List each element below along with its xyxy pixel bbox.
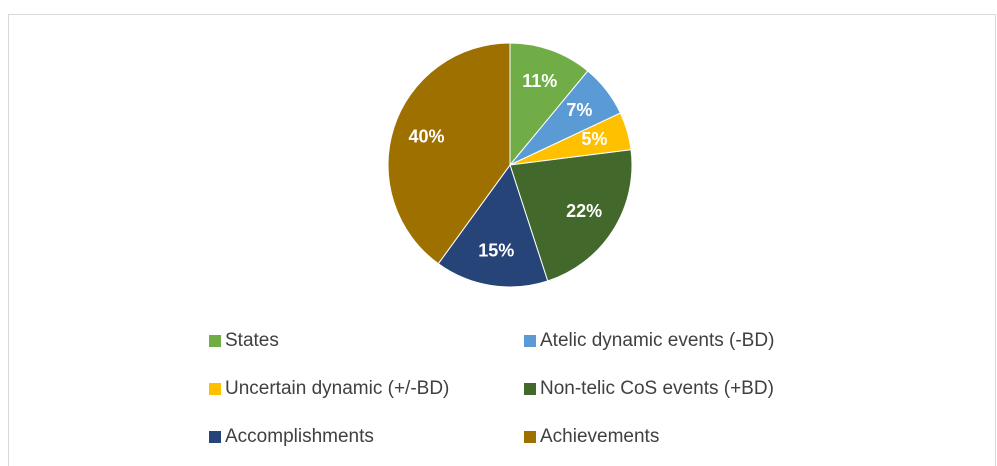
- pie-slice: [387, 42, 511, 265]
- legend-swatch: [524, 383, 536, 395]
- data-label: 5%: [581, 129, 607, 149]
- legend-label: Non-telic CoS events (+BD): [540, 378, 774, 399]
- legend-swatch: [524, 431, 536, 443]
- data-label: 40%: [408, 127, 444, 147]
- legend-swatch: [209, 383, 221, 395]
- pie-slice: [509, 42, 589, 167]
- pie-slice: [509, 149, 633, 282]
- data-label: 7%: [566, 100, 592, 120]
- legend-label: Achievements: [540, 426, 659, 447]
- data-label: 15%: [478, 241, 514, 261]
- pie-slice: [437, 163, 549, 288]
- legend-swatch: [524, 335, 536, 347]
- legend-swatch: [209, 335, 221, 347]
- legend-label: States: [225, 330, 279, 351]
- legend-swatch: [209, 431, 221, 443]
- data-label: 11%: [522, 71, 557, 91]
- data-label: 22%: [566, 201, 602, 221]
- legend-label: Uncertain dynamic (+/-BD): [225, 378, 449, 399]
- legend-label: Accomplishments: [225, 426, 374, 447]
- legend-label: Atelic dynamic events (-BD): [540, 330, 774, 351]
